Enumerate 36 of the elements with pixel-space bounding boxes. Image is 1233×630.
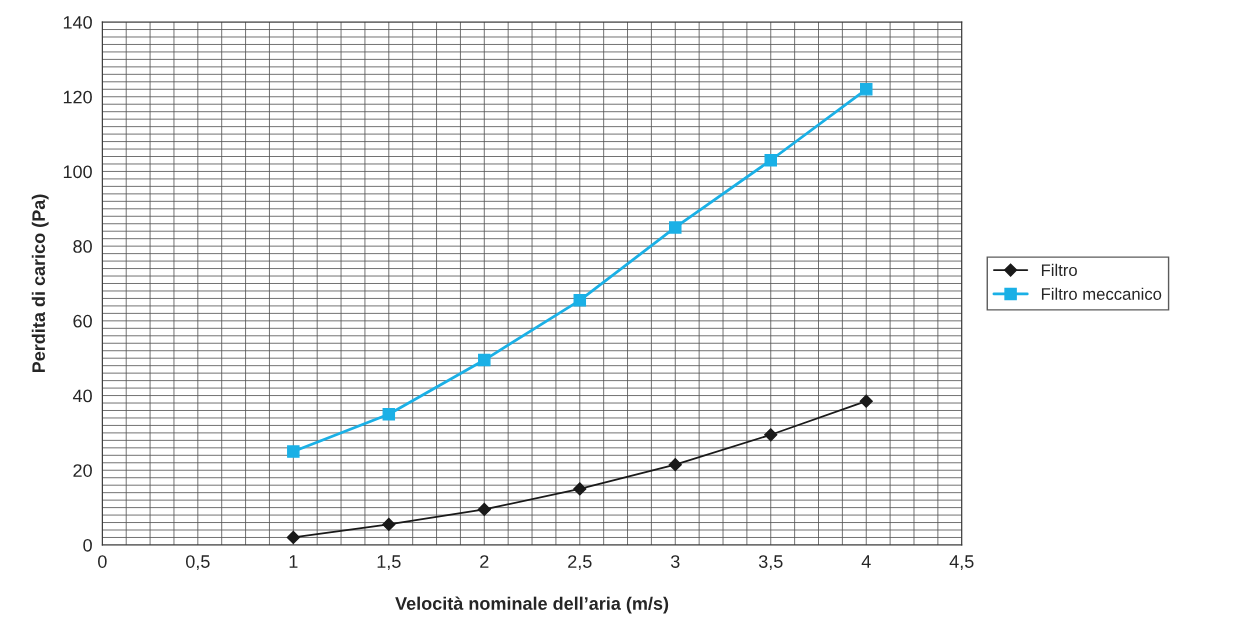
point — [859, 394, 873, 408]
y-axis-title: Perdita di carico (Pa) — [31, 194, 49, 373]
x-tick-label: 4 — [861, 555, 871, 568]
point — [764, 153, 778, 167]
x-tick-label: 0 — [98, 555, 107, 568]
x-tick-label: 1,5 — [377, 555, 401, 571]
x-tick-label: 3 — [670, 555, 680, 568]
y-tick-label: 20 — [73, 464, 92, 477]
point — [669, 221, 682, 234]
x-tick-label: 4,5 — [949, 555, 974, 571]
y-tick-label: 140 — [63, 15, 92, 29]
point — [573, 482, 587, 496]
point — [286, 530, 300, 545]
x-tick-label: 0,5 — [185, 555, 210, 571]
point — [668, 458, 682, 472]
point — [764, 428, 778, 442]
x-tick-label: 1 — [289, 555, 298, 568]
x-tick-label: 2 — [480, 555, 489, 568]
y-tick-label: 80 — [73, 240, 92, 253]
point — [860, 83, 873, 96]
y-tick-label: 40 — [72, 389, 92, 403]
y-tick-label: 120 — [63, 90, 92, 104]
point — [287, 445, 300, 458]
y-tick-label: 60 — [73, 314, 92, 328]
y-tick-label: 0 — [83, 538, 92, 552]
x-tick-label: 3,5 — [758, 555, 783, 571]
point — [382, 407, 396, 421]
point — [573, 294, 587, 307]
y-tick-label: 100 — [63, 165, 92, 179]
point — [382, 517, 396, 531]
x-tick-label: 2,5 — [568, 555, 592, 571]
x-axis-title: Velocità nominale dell’aria (m/s) — [395, 596, 669, 614]
point — [477, 502, 491, 517]
legend-label: Filtro meccanico — [1041, 287, 1162, 300]
legend-label: Filtro — [1041, 263, 1077, 277]
point — [478, 353, 491, 367]
